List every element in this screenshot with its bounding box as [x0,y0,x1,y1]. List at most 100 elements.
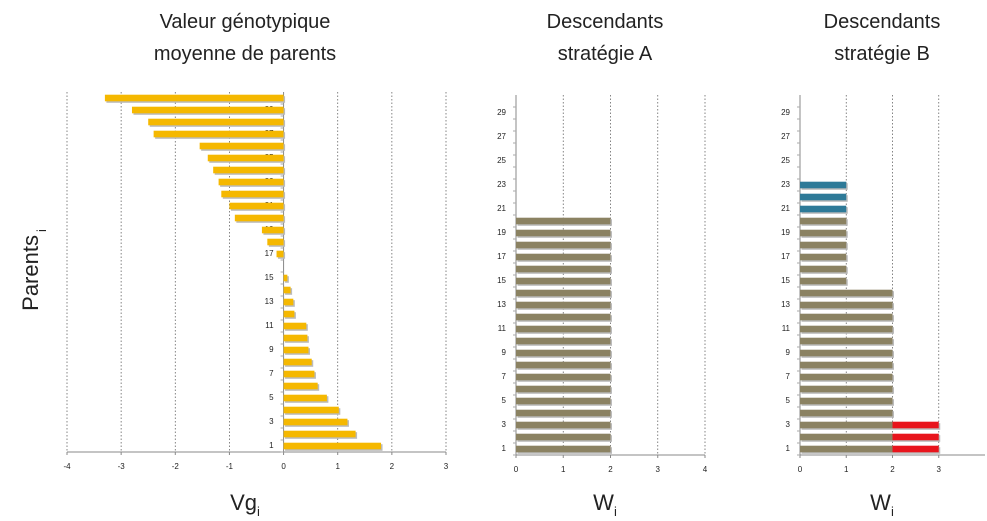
bar [104,94,284,102]
y-tick-label: 21 [781,204,790,213]
y-tick-label: 9 [269,345,274,354]
bar [800,217,847,225]
bar [516,385,611,393]
bar [516,397,611,405]
x-tick-label: 3 [937,465,942,474]
bar [283,358,312,366]
bar [892,421,939,429]
bar [516,325,611,333]
x-tick-label: 1 [335,462,340,471]
bar [283,346,309,354]
y-tick-label: 11 [498,324,507,333]
bar [516,253,611,261]
bar [283,298,294,306]
bar [800,229,847,237]
bar [800,349,893,357]
bar [516,337,611,345]
x-tick-label: 0 [281,462,286,471]
y-tick-label: 5 [502,396,507,405]
bar [283,406,339,414]
bar [516,409,611,417]
y-tick-label: 9 [786,348,791,357]
bar [148,118,284,126]
x-tick-label: -3 [118,462,126,471]
bar [800,337,893,345]
bar [800,289,893,297]
bar [516,289,611,297]
y-tick-label: 17 [265,249,274,258]
x-axis-label-subscript: i [891,504,894,519]
bar [283,418,348,426]
bar [234,214,284,222]
x-axis-label: Wi [870,490,894,519]
bar [516,301,611,309]
y-tick-label: 9 [502,348,507,357]
bar [800,265,847,273]
x-tick-label: -4 [63,462,71,471]
x-tick-label: 4 [703,465,708,474]
y-tick-label: 11 [265,321,274,330]
y-tick-label: 3 [269,417,274,426]
bar [800,409,893,417]
bar [892,445,939,453]
y-tick-label: 1 [269,441,274,450]
y-tick-label: 1 [786,444,791,453]
y-tick-label: 15 [781,276,790,285]
x-tick-label: 0 [798,465,803,474]
bar [800,373,893,381]
chart-title: moyenne de parents [154,43,336,65]
bar [218,178,284,186]
x-tick-label: -2 [172,462,180,471]
bar [276,250,284,258]
bar [153,130,284,138]
x-axis-label-subscript: i [614,504,617,519]
bar [516,373,611,381]
y-tick-label: 15 [497,276,506,285]
y-tick-label: 19 [497,228,506,237]
bar [516,217,611,225]
y-tick-label: 3 [786,420,791,429]
x-tick-label: 3 [444,462,449,471]
y-tick-label: 25 [497,156,506,165]
x-axis-label: Wi [593,490,617,519]
y-tick-label: 29 [781,108,790,117]
bar [800,421,893,429]
bar [516,277,611,285]
bar [800,361,893,369]
x-axis-label-subscript: i [257,504,260,519]
x-tick-label: 1 [561,465,566,474]
x-tick-label: 1 [844,465,849,474]
x-tick-label: 2 [390,462,395,471]
x-axis-label-text: W [593,490,614,515]
bar [800,181,847,189]
y-tick-label: 7 [502,372,507,381]
bar [516,433,611,441]
bar [207,154,284,162]
y-tick-label: 7 [269,369,274,378]
y-tick-label: 5 [786,396,791,405]
y-tick-label: 17 [781,252,790,261]
bar [800,241,847,249]
bar [283,430,356,438]
bar [283,310,295,318]
bar [800,313,893,321]
chart-title: Descendants [824,11,941,33]
bar [221,190,284,198]
bar [800,385,893,393]
x-tick-label: 3 [656,465,661,474]
chart-title: Descendants [547,11,664,33]
y-tick-label: 1 [502,444,507,453]
y-tick-label: 17 [497,252,506,261]
bar [800,433,893,441]
bar [516,361,611,369]
y-tick-label: 5 [269,393,274,402]
bar [800,325,893,333]
y-tick-label: 29 [497,108,506,117]
y-tick-label: 13 [497,300,506,309]
bar [800,253,847,261]
bar [800,445,893,453]
y-tick-label: 15 [265,273,274,282]
bar [283,394,327,402]
x-tick-label: 2 [890,465,895,474]
